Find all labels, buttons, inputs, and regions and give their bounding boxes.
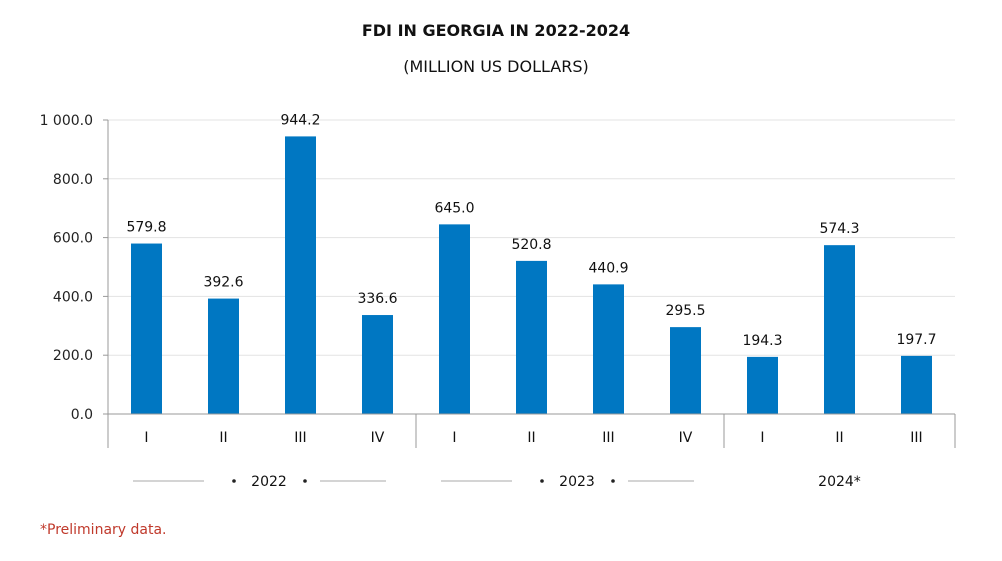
- chart-title: FDI IN GEORGIA IN 2022-2024: [362, 21, 630, 40]
- x-tick-label: I: [452, 430, 456, 446]
- y-axis: 0.0 200.0 400.0 600.0 800.0 1 000.0: [40, 113, 109, 448]
- bar: [747, 356, 778, 414]
- data-label: 392.6: [203, 275, 243, 291]
- data-label: 520.8: [511, 237, 551, 253]
- bar: [439, 224, 470, 414]
- x-tick-label: II: [835, 430, 843, 446]
- group-dot: [232, 479, 236, 483]
- y-tick-label: 1 000.0: [40, 113, 93, 129]
- x-tick-label: III: [910, 430, 922, 446]
- bar: [670, 327, 701, 414]
- year-groups: 2022 2023 2024*: [133, 474, 861, 490]
- y-tick-label: 0.0: [71, 407, 93, 423]
- data-label: 440.9: [588, 260, 628, 276]
- group-label-backdrop: [512, 474, 628, 490]
- data-label: 579.8: [126, 220, 166, 236]
- bar: [516, 260, 547, 414]
- data-label: 944.2: [280, 112, 320, 128]
- group-dot: [611, 479, 615, 483]
- data-label: 336.6: [357, 291, 397, 307]
- x-tick-label: I: [760, 430, 764, 446]
- x-tick-label: III: [602, 430, 614, 446]
- group-label: 2022: [251, 474, 287, 490]
- data-label: 574.3: [819, 221, 859, 237]
- group-label: 2024*: [818, 474, 861, 490]
- x-axis: I II III IV I II III IV I II III: [108, 413, 956, 448]
- x-tick-label: IV: [679, 430, 693, 446]
- group-label: 2023: [559, 474, 595, 490]
- x-tick-label: II: [219, 430, 227, 446]
- footnote: *Preliminary data.: [40, 522, 167, 538]
- x-tick-label: IV: [371, 430, 385, 446]
- bar: [824, 245, 855, 414]
- data-label: 197.7: [896, 332, 936, 348]
- bar: [208, 298, 239, 414]
- data-label: 194.3: [742, 333, 782, 349]
- bar: [593, 284, 624, 414]
- bar: [285, 136, 316, 414]
- chart-subtitle: (MILLION US DOLLARS): [403, 57, 588, 76]
- y-tick-label: 600.0: [53, 231, 93, 247]
- data-label: 295.5: [665, 303, 705, 319]
- y-tick-label: 400.0: [53, 289, 93, 305]
- x-tick-label: I: [144, 430, 148, 446]
- group-label-backdrop: [204, 474, 320, 490]
- group-dot: [540, 479, 544, 483]
- bar: [362, 315, 393, 414]
- group-dot: [303, 479, 307, 483]
- gridlines: [108, 119, 955, 356]
- x-tick-label: III: [294, 430, 306, 446]
- y-tick-label: 200.0: [53, 348, 93, 364]
- bar: [131, 243, 162, 414]
- data-label: 645.0: [434, 200, 474, 216]
- x-tick-label: II: [527, 430, 535, 446]
- bars: 579.8 392.6 944.2 336.6 645.0 520.8 440.9 295.5…: [126, 112, 937, 414]
- bar: [901, 355, 932, 414]
- y-tick-label: 800.0: [53, 172, 93, 188]
